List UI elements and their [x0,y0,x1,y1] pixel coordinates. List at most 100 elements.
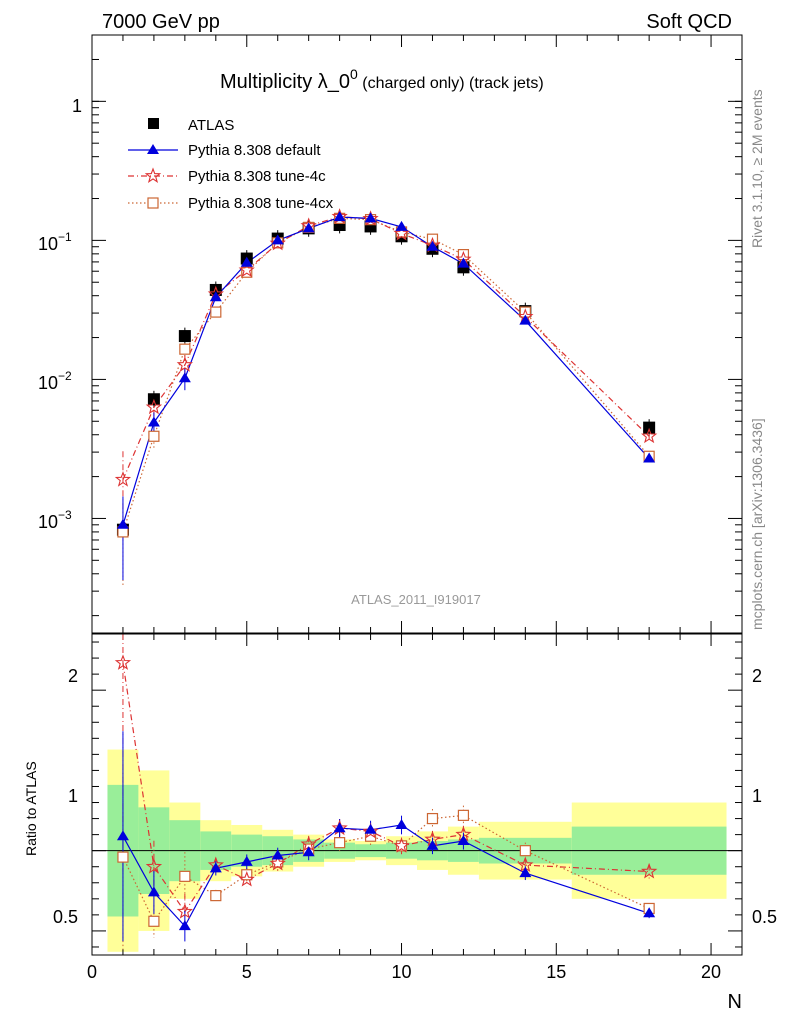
ratio-tick-label-right: 2 [752,666,762,686]
ratio-point-default [240,855,253,866]
plot-title: Multiplicity λ_00 (charged only) (track … [220,66,544,93]
ratio-point-tune4c [393,837,410,853]
point-default [302,222,315,233]
point-default [426,240,439,251]
point-tune4cx [179,343,191,355]
ratio-point-tune4cx [210,890,222,902]
legend-marker-tune4c [144,167,162,183]
ratio-point-default [209,862,222,873]
ratio-point-tune4cx [117,851,129,863]
plot-title-rest: (charged only) (track jets) [358,75,544,92]
x-tick-label: 15 [546,962,566,982]
point-default [240,256,253,267]
ratio-tick-label-right: 0.5 [752,907,777,927]
point-tune4cx [241,266,253,278]
y-tick-label: 10−2 [38,369,72,393]
ratio-point-tune4c [238,871,255,887]
series-line-tune4cx [122,217,650,533]
ratio-point-tune4c [640,862,658,879]
ratio-point-tune4c [176,903,193,919]
point-default [116,518,129,529]
ratio-point-default [395,818,408,829]
ratio-point-default [333,822,346,833]
point-tune4cx [210,306,222,318]
point-default [457,257,470,268]
series-line-default [122,216,650,525]
legend-label-tune4cx: Pythia 8.308 tune-4cx [188,195,334,212]
ratio-point-default [643,907,656,918]
ratio-point-default [519,867,532,878]
legend-marker-atlas [148,118,159,129]
mcplots-label: mcplots.cern.ch [arXiv:1306.3436] [749,418,765,630]
point-atlas [178,330,191,343]
rivet-label: Rivet 3.1.10, ≥ 2M events [749,89,765,248]
ratio-point-tune4cx [519,845,531,857]
ratio-point-tune4cx [334,837,346,849]
ratio-point-tune4cx [457,809,470,821]
ratio-point-tune4cx [241,869,253,881]
point-tune4c [145,398,163,415]
x-tick-label: 20 [701,962,721,982]
series-layer [114,208,658,950]
y-tick-label: 10−1 [38,230,72,254]
ratio-point-tune4cx [148,915,160,927]
point-atlas [209,283,222,296]
point-tune4c [269,234,286,251]
plot-title-sup: 0 [350,66,358,82]
legend-marker-tune4cx [147,197,159,209]
point-tune4c [176,356,193,372]
ratio-point-tune4c [145,858,163,874]
point-default [178,372,191,383]
ratio-point-tune4c [114,654,132,670]
point-default [333,211,346,222]
point-default [395,220,408,231]
ratio-line-default [122,824,650,928]
legend-label-atlas: ATLAS [188,117,234,134]
header-right-label: Soft QCD [646,11,732,33]
y-tick-label: 10−3 [38,508,72,532]
x-tick-label: 5 [242,962,252,982]
point-tune4c [114,471,132,487]
point-tune4c [641,427,658,444]
point-tune4c [393,224,410,241]
point-default [147,416,160,427]
ratio-tick-label: 0.5 [53,907,78,927]
plot-title-main: Multiplicity λ_0 [220,71,350,93]
series-line-tune4c [122,216,650,480]
ratio-point-default [457,835,470,846]
ratio-point-default [271,849,284,860]
x-tick-label: 0 [87,962,97,982]
ratio-point-tune4cx [426,812,439,825]
ratio-y-axis-label: Ratio to ATLAS [23,761,39,856]
y-tick-label: 1 [72,96,82,116]
ratio-point-default [302,846,315,857]
legend-label-default: Pythia 8.308 default [188,142,321,159]
point-default [209,291,222,302]
x-axis-label: N [728,991,742,1013]
ratio-tick-label: 2 [68,666,78,686]
ratio-point-default [147,886,160,897]
point-tune4cx [148,430,160,442]
point-default [519,314,532,325]
ratio-tick-label-right: 1 [752,786,762,806]
analysis-id-watermark: ATLAS_2011_I919017 [351,592,481,607]
point-atlas [643,421,656,434]
ratio-point-default [426,839,439,850]
ratio-point-tune4cx [395,840,408,852]
x-tick-label: 10 [391,962,411,982]
point-default [271,234,284,245]
point-default [643,452,656,463]
point-tune4c [238,261,255,278]
point-default [364,212,377,223]
ratio-tick-label: 1 [68,786,78,806]
header-left-label: 7000 GeV pp [102,11,220,33]
ratio-point-default [364,823,377,834]
ratio-point-tune4c [269,854,286,871]
main-plot-frame [91,34,743,634]
ratio-point-tune4c [362,822,379,839]
ratio-point-tune4cx [179,870,191,882]
legend-marker-default [147,144,159,154]
legend-label-tune4c: Pythia 8.308 tune-4c [188,168,326,185]
ratio-plot-frame [91,633,743,956]
